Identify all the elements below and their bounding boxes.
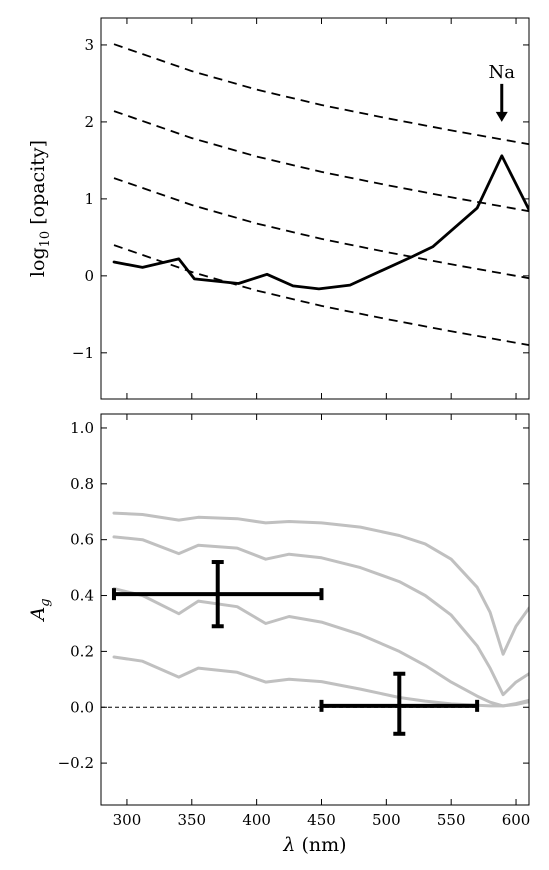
y-tick-label: 0.6 xyxy=(70,531,94,549)
y-tick-label: 0.2 xyxy=(70,642,94,660)
x-tick-label: 600 xyxy=(502,811,531,829)
dashed-model-line-4 xyxy=(113,244,529,346)
y-tick-label: 2 xyxy=(84,113,94,131)
y-axis-label: Ag xyxy=(27,598,53,622)
y-tick-label: 1 xyxy=(84,190,94,208)
data-line-0 xyxy=(112,511,529,656)
x-tick-label: 550 xyxy=(437,811,466,829)
y-tick-label: −0.2 xyxy=(58,754,94,772)
na-annotation-label: Na xyxy=(489,62,516,83)
opacity-panel: −1 0 1 2 3 log10 [opacity] Na xyxy=(27,17,530,400)
x-tick-label: 500 xyxy=(372,811,401,829)
data-line-2 xyxy=(112,587,529,708)
data-line-0 xyxy=(112,154,529,291)
y-tick-label: 1.0 xyxy=(70,419,94,437)
y-tick-label: 0 xyxy=(84,267,94,285)
dashed-model-line-3 xyxy=(113,177,529,280)
y-tick-label: 0.0 xyxy=(70,698,94,716)
y-tick-label: 0.4 xyxy=(70,587,94,605)
errorbar-point-1 xyxy=(319,671,480,736)
y-tick-label: 0.8 xyxy=(70,475,94,493)
plot-area xyxy=(112,43,529,346)
y-tick-label: 3 xyxy=(84,36,94,54)
y-axis-label: log10 [opacity] xyxy=(27,140,53,277)
dashed-model-line-2 xyxy=(113,110,529,213)
albedo-panel: −0.2 0.0 0.2 0.4 0.6 0.8 1.0 300 350 400 450 500 550… xyxy=(27,413,531,856)
plot-area xyxy=(101,511,529,708)
axes-frame xyxy=(100,413,530,806)
errorbar-point-0 xyxy=(111,560,324,629)
y-tick-label: −1 xyxy=(72,344,94,362)
data-line-3 xyxy=(112,655,529,708)
dashed-model-line-1 xyxy=(113,43,529,146)
x-tick-label: 450 xyxy=(307,811,336,829)
data-line-1 xyxy=(112,535,529,697)
x-axis-label: λ (nm) xyxy=(282,834,346,856)
x-tick-label: 300 xyxy=(113,811,142,829)
axes-frame xyxy=(100,17,530,400)
arrow-head-icon xyxy=(495,111,508,122)
x-tick-label: 350 xyxy=(177,811,206,829)
x-tick-label: 400 xyxy=(242,811,271,829)
